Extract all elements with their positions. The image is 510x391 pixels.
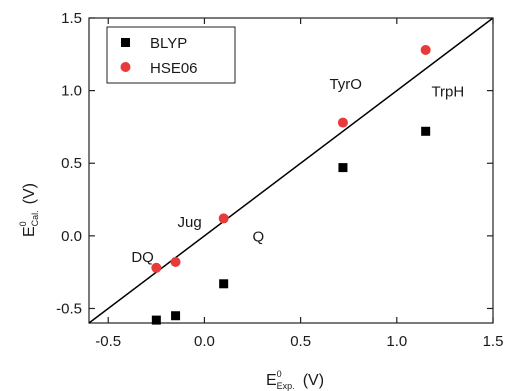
point-blyp — [151, 315, 161, 325]
y-axis-title-base: E — [21, 226, 38, 237]
y-axis-title-sup: 0 — [18, 221, 28, 226]
y-tick-label: 0.0 — [61, 228, 82, 245]
annotation-label: TyrO — [329, 76, 362, 93]
point-hse06 — [337, 117, 348, 128]
y-tick-label: 0.5 — [61, 155, 82, 172]
y-tick-label: -0.5 — [56, 300, 82, 317]
x-tick-label: 1.0 — [386, 333, 407, 350]
point-hse06 — [151, 262, 162, 273]
point-annotations: DQ Jug Q TyrO TrpH — [131, 76, 464, 266]
point-blyp — [338, 163, 348, 173]
legend-marker-blyp — [121, 38, 130, 47]
x-tick-label: 0.0 — [194, 333, 215, 350]
legend-label-hse06: HSE06 — [150, 60, 198, 77]
y-axis-title-unit: (V) — [21, 183, 38, 204]
point-hse06 — [170, 257, 181, 267]
annotation-label: Jug — [177, 214, 201, 231]
point-blyp — [171, 311, 181, 321]
y-tick-label: 1.0 — [61, 83, 82, 100]
legend-label-blyp: BLYP — [150, 35, 187, 52]
data-points — [151, 44, 431, 325]
y-axis-title-sub: Cal. — [30, 210, 40, 226]
x-axis: -0.5 0.0 0.5 1.0 1.5 — [95, 18, 503, 350]
x-axis-title-unit: (V) — [303, 372, 324, 389]
plot-area — [88, 17, 494, 324]
x-axis-title: E0 Exp. (V) — [266, 369, 324, 391]
legend: BLYP HSE06 — [106, 26, 236, 84]
x-tick-label: -0.5 — [95, 333, 121, 350]
y-axis: -0.5 0.0 0.5 1.0 1.5 — [56, 10, 493, 317]
point-blyp — [421, 126, 431, 136]
x-tick-label: 1.5 — [483, 333, 504, 350]
x-tick-label: 0.5 — [290, 333, 311, 350]
point-hse06 — [420, 44, 431, 55]
annotation-label: Q — [253, 229, 265, 246]
y-tick-label: 1.5 — [61, 10, 82, 27]
x-axis-title-sup: 0 — [277, 369, 282, 379]
point-blyp — [219, 279, 229, 289]
y-axis-title: E0 Cal. (V) — [18, 183, 40, 237]
annotation-label: DQ — [131, 249, 154, 266]
legend-marker-hse06 — [120, 62, 131, 72]
annotation-label: TrpH — [431, 83, 464, 100]
x-axis-title-sub: Exp. — [277, 381, 295, 391]
plot-border — [88, 17, 494, 324]
point-hse06 — [218, 213, 229, 224]
x-axis-title-base: E — [266, 372, 277, 389]
legend-box — [106, 26, 236, 84]
